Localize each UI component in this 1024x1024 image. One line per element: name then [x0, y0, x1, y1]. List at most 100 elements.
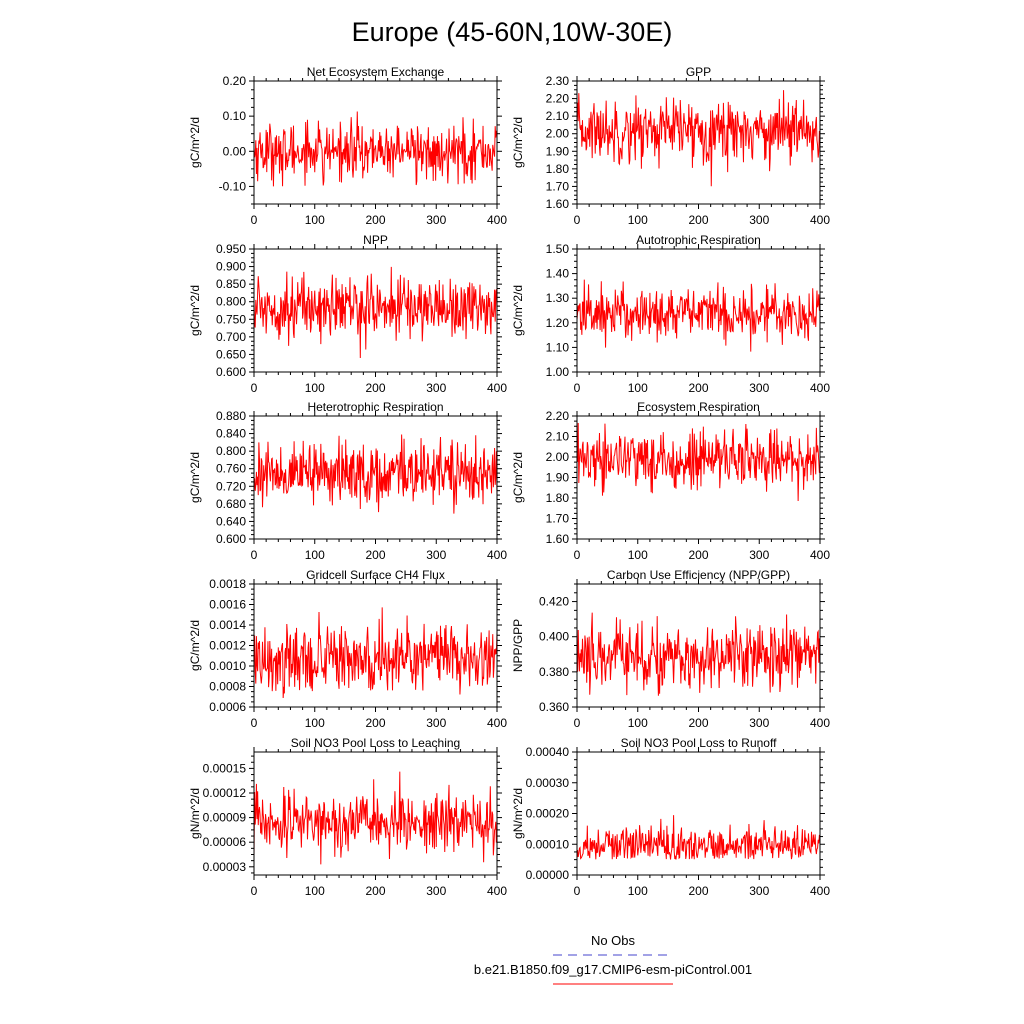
y-tick-label: 0.360 — [539, 700, 569, 714]
panel-8: Carbon Use Efficiency (NPP/GPP) NPP/GPP 0 1… — [511, 568, 830, 730]
y-tick-label: 1.20 — [546, 316, 570, 330]
y-tick-label: 1.80 — [546, 162, 570, 176]
plot-frame — [576, 751, 821, 876]
y-tick-label: 0.420 — [539, 595, 569, 609]
panel-title: Ecosystem Respiration — [637, 400, 760, 414]
y-tick-label: 0.00 — [223, 144, 247, 158]
y-tick-label: 1.60 — [546, 197, 570, 211]
panel-title: Soil NO3 Pool Loss to Runoff — [621, 736, 778, 750]
x-tick-label: 0 — [251, 381, 258, 395]
x-tick-label: 400 — [487, 884, 507, 898]
series-line — [253, 771, 498, 865]
x-tick-label: 0 — [574, 213, 581, 227]
x-tick-label: 200 — [365, 381, 385, 395]
panel-2: GPP gC/m^2/d 0 100 200 300 400 1.60 1.70 1.80 1.90… — [511, 65, 830, 227]
panel-7: Gridcell Surface CH4 Flux gC/m^2/d 0 100 200… — [188, 568, 507, 730]
panel-title: GPP — [686, 65, 711, 79]
panel-10: Soil NO3 Pool Loss to Runoff gN/m^2/d 0 100… — [511, 736, 830, 898]
x-tick-label: 0 — [251, 716, 258, 730]
y-axis-label: gC/m^2/d — [188, 285, 202, 336]
y-axis-label: gC/m^2/d — [188, 452, 202, 503]
x-tick-label: 100 — [305, 884, 325, 898]
y-tick-label: 0.950 — [216, 242, 246, 256]
y-tick-label: 0.00030 — [526, 776, 570, 790]
y-tick-label: 1.30 — [546, 291, 570, 305]
x-tick-label: 100 — [628, 884, 648, 898]
panel-title: Net Ecosystem Exchange — [307, 65, 445, 79]
x-tick-label: 0 — [251, 548, 258, 562]
x-tick-label: 300 — [426, 213, 446, 227]
y-tick-label: 0.00009 — [203, 811, 247, 825]
panel-title: Carbon Use Efficiency (NPP/GPP) — [607, 568, 790, 582]
y-tick-label: 0.0008 — [209, 680, 246, 694]
x-tick-label: 300 — [749, 716, 769, 730]
y-tick-label: 0.00003 — [203, 860, 247, 874]
y-tick-label: 1.90 — [546, 471, 570, 485]
y-axis-label: gC/m^2/d — [188, 117, 202, 168]
series-line — [576, 815, 821, 860]
y-tick-label: 0.680 — [216, 497, 246, 511]
y-tick-label: 1.90 — [546, 144, 570, 158]
y-tick-label: -0.10 — [219, 179, 247, 193]
y-tick-label: 0.720 — [216, 479, 246, 493]
x-tick-label: 300 — [749, 213, 769, 227]
y-tick-label: 1.00 — [546, 365, 570, 379]
x-tick-label: 100 — [305, 548, 325, 562]
y-axis-label: gC/m^2/d — [511, 452, 525, 503]
y-tick-label: 0.380 — [539, 665, 569, 679]
y-tick-label: 0.0016 — [209, 598, 246, 612]
y-tick-label: 0.760 — [216, 462, 246, 476]
x-tick-label: 200 — [365, 548, 385, 562]
x-tick-label: 100 — [628, 716, 648, 730]
panel-3: NPP gC/m^2/d 0 100 200 300 400 0.600 0.650 0.700 0… — [188, 233, 507, 395]
y-tick-label: 1.80 — [546, 491, 570, 505]
y-axis-label: NPP/GPP — [511, 619, 525, 672]
y-tick-label: 0.750 — [216, 312, 246, 326]
x-tick-label: 200 — [688, 716, 708, 730]
x-tick-label: 300 — [426, 548, 446, 562]
y-tick-label: 0.800 — [216, 295, 246, 309]
panel-title: Soil NO3 Pool Loss to Leaching — [291, 736, 460, 750]
panel-title: Heterotrophic Respiration — [307, 400, 443, 414]
x-tick-label: 200 — [688, 884, 708, 898]
x-tick-label: 300 — [426, 381, 446, 395]
x-tick-label: 0 — [574, 548, 581, 562]
x-tick-label: 300 — [426, 884, 446, 898]
series-line — [253, 266, 498, 359]
y-axis-label: gC/m^2/d — [188, 620, 202, 671]
y-tick-label: 0.0014 — [209, 618, 246, 632]
y-tick-label: 1.40 — [546, 267, 570, 281]
x-tick-label: 0 — [251, 213, 258, 227]
panel-4: Autotrophic Respiration gC/m^2/d 0 100 200 30… — [511, 233, 830, 395]
x-tick-label: 400 — [487, 381, 507, 395]
y-tick-label: 0.650 — [216, 347, 246, 361]
y-tick-label: 0.850 — [216, 277, 246, 291]
y-tick-label: 0.800 — [216, 444, 246, 458]
y-tick-label: 0.00012 — [203, 786, 247, 800]
y-tick-label: 0.00010 — [526, 837, 570, 851]
y-tick-label: 0.880 — [216, 409, 246, 423]
y-axis-label: gN/m^2/d — [511, 788, 525, 839]
x-tick-label: 300 — [749, 548, 769, 562]
x-tick-label: 0 — [251, 884, 258, 898]
y-tick-label: 0.00006 — [203, 835, 247, 849]
y-tick-label: 2.10 — [546, 430, 570, 444]
series-line — [576, 612, 821, 696]
y-tick-label: 2.20 — [546, 92, 570, 106]
panel-5: Heterotrophic Respiration gC/m^2/d 0 100 200… — [188, 400, 507, 562]
panel-6: Ecosystem Respiration gC/m^2/d 0 100 200 300 4… — [511, 400, 830, 562]
y-tick-label: 0.00015 — [203, 761, 247, 775]
x-tick-label: 200 — [688, 213, 708, 227]
series-line — [253, 434, 498, 514]
y-tick-label: 1.60 — [546, 532, 570, 546]
panel-title: NPP — [363, 233, 388, 247]
panel-grid: Net Ecosystem Exchange gC/m^2/d 0 100 200 300… — [188, 65, 830, 898]
y-tick-label: 0.00000 — [526, 868, 570, 882]
panel-title: Autotrophic Respiration — [636, 233, 761, 247]
y-axis-label: gC/m^2/d — [511, 285, 525, 336]
y-tick-label: 1.10 — [546, 340, 570, 354]
y-tick-label: 0.640 — [216, 514, 246, 528]
x-tick-label: 100 — [305, 381, 325, 395]
y-tick-label: 0.400 — [539, 630, 569, 644]
